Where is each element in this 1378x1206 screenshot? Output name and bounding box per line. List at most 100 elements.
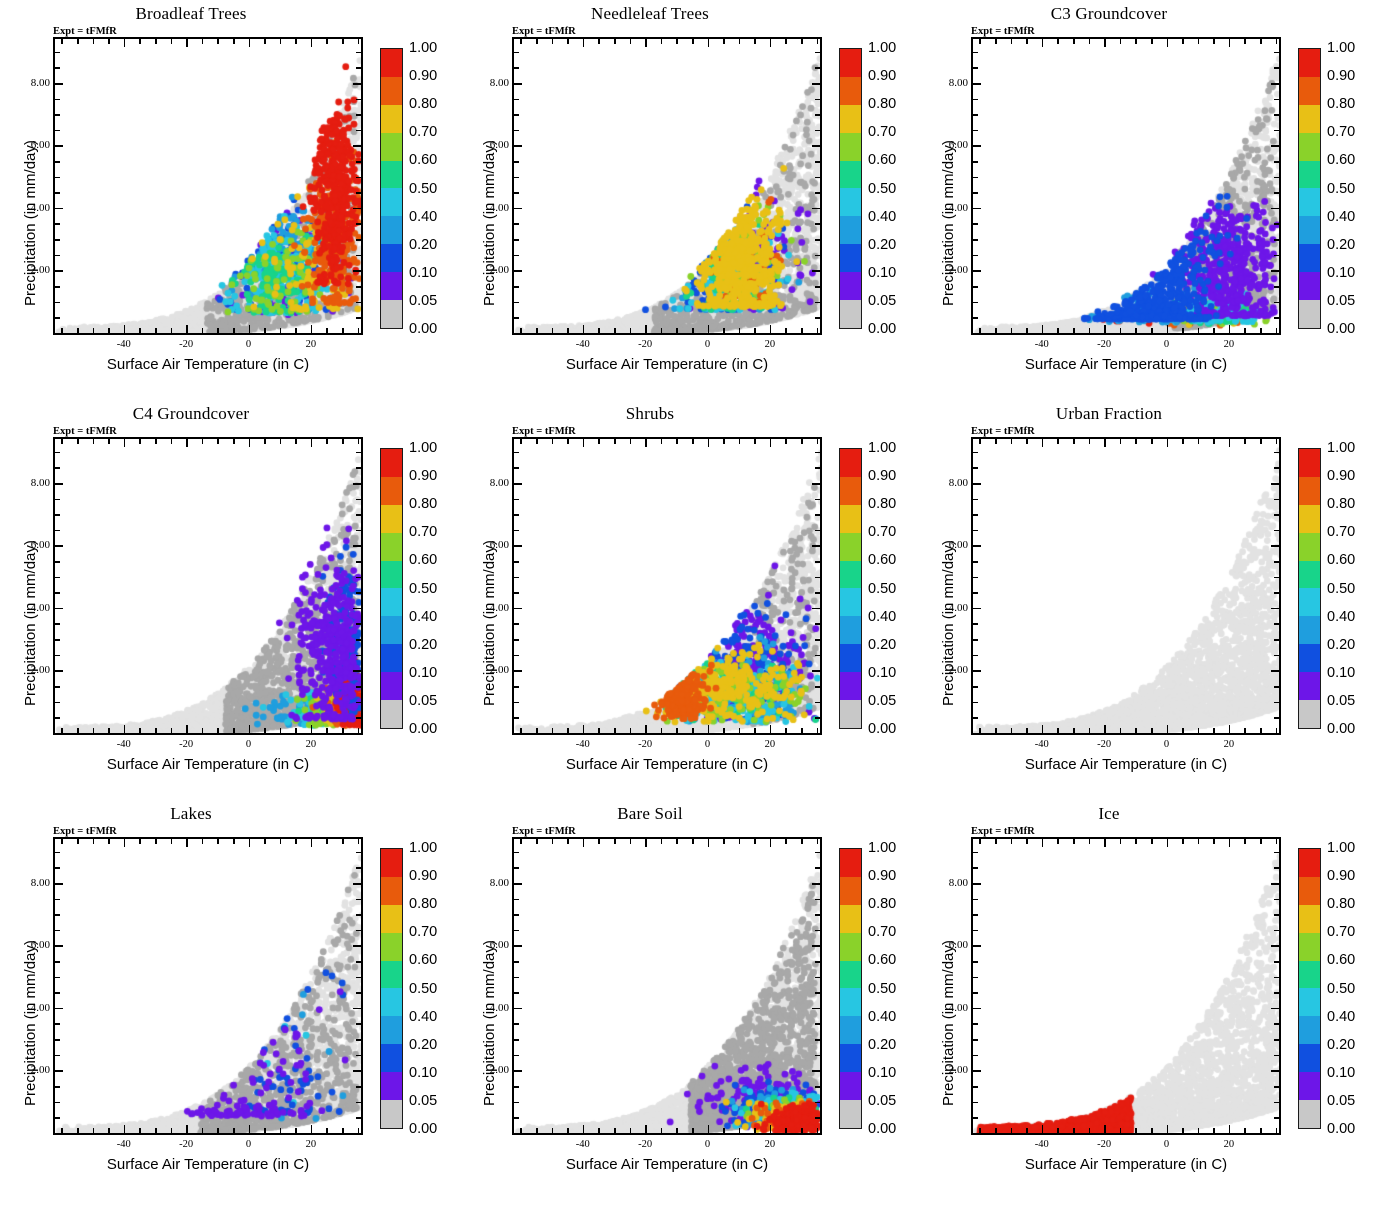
x-tick-label: 0 <box>704 739 711 750</box>
x-axis-label: Surface Air Temperature (in C) <box>565 356 769 373</box>
axis-tick-mark <box>1228 324 1231 333</box>
colorbar-tick-label: 0.05 <box>868 292 897 309</box>
axis-tick-mark <box>356 223 361 226</box>
axis-tick-mark <box>815 1117 820 1119</box>
axis-tick-mark <box>815 67 820 69</box>
colorbar <box>380 48 403 329</box>
plot-area <box>512 37 822 335</box>
axis-tick-mark <box>295 328 297 333</box>
colorbar-tick-label: 0.70 <box>1327 924 1356 941</box>
axis-tick-mark <box>801 439 803 444</box>
axis-tick-mark <box>707 39 710 48</box>
axis-tick-mark <box>1057 839 1059 844</box>
axis-tick-mark <box>514 1085 519 1088</box>
axis-tick-mark <box>995 39 997 44</box>
colorbar-tick-label: 0.40 <box>409 608 438 625</box>
axis-tick-mark <box>769 439 772 448</box>
axis-tick-mark <box>55 1054 60 1057</box>
y-tick-label: 2.00 <box>948 264 968 277</box>
y-tick-label: 4.00 <box>30 201 50 214</box>
colorbar-tick-label: 0.90 <box>409 468 438 485</box>
axis-tick-mark <box>61 39 64 44</box>
axis-tick-mark <box>514 192 519 194</box>
axis-tick-mark <box>1274 992 1279 994</box>
axis-tick-mark <box>815 592 820 594</box>
y-tick-label: 8.00 <box>948 476 968 489</box>
colorbar-tick-label: 0.60 <box>1327 552 1356 569</box>
axis-tick-mark <box>536 839 538 844</box>
axis-tick-mark <box>514 207 523 210</box>
colorbar <box>380 448 403 729</box>
axis-tick-mark <box>815 623 820 626</box>
x-tick-label: 0 <box>1163 1139 1170 1150</box>
axis-tick-mark <box>1274 467 1279 469</box>
panel-bare-soil: Bare Soil Expt = tFMfR Precipitation (in m… <box>465 804 924 1206</box>
axis-tick-mark <box>1260 439 1262 444</box>
colorbar-tick-label: 0.40 <box>1327 208 1356 225</box>
axis-tick-mark <box>108 839 110 844</box>
colorbar-tick-label: 0.90 <box>868 468 897 485</box>
x-tick-label: -40 <box>1034 1139 1049 1150</box>
axis-tick-mark <box>356 898 361 901</box>
axis-tick-mark <box>356 51 361 54</box>
axis-tick-mark <box>61 728 64 733</box>
axis-tick-mark <box>1274 317 1279 319</box>
panel-title: Lakes <box>170 804 212 823</box>
axis-tick-mark <box>232 328 235 333</box>
axis-tick-mark <box>973 882 982 885</box>
axis-tick-mark <box>1041 39 1044 48</box>
axis-tick-mark <box>1274 851 1279 854</box>
colorbar-band <box>1299 76 1320 105</box>
axis-tick-mark <box>536 328 538 333</box>
axis-tick-mark <box>514 145 523 147</box>
panel-title: Shrubs <box>625 404 675 423</box>
colorbar-tick-label: 0.90 <box>409 868 438 885</box>
axis-tick-mark <box>815 254 820 257</box>
colorbar-band <box>840 988 861 1017</box>
axis-tick-mark <box>514 1054 519 1057</box>
axis-tick-mark <box>1275 1128 1278 1133</box>
y-tick-label: 6.00 <box>30 539 50 552</box>
axis-tick-mark <box>326 839 329 844</box>
axis-tick-mark <box>979 728 982 733</box>
axis-tick-mark <box>815 176 820 179</box>
colorbar-tick-label: 0.50 <box>1327 580 1356 597</box>
axis-tick-mark <box>123 324 126 333</box>
colorbar-band <box>1299 644 1320 673</box>
x-tick-label: -40 <box>575 739 590 750</box>
colorbar-band <box>840 449 861 477</box>
axis-tick-mark <box>1274 914 1279 916</box>
axis-tick-mark <box>1182 839 1184 844</box>
colorbar-tick-label: 0.70 <box>868 524 897 541</box>
axis-tick-mark <box>816 439 819 444</box>
axis-tick-mark <box>973 176 978 179</box>
axis-tick-mark <box>979 439 982 444</box>
axis-tick-mark <box>55 685 60 688</box>
axis-tick-mark <box>551 39 554 44</box>
axis-tick-mark <box>973 639 978 641</box>
axis-tick-mark <box>201 439 204 444</box>
y-tick-labels: 2.00 4.00 6.00 8.00 <box>465 37 509 335</box>
axis-tick-mark <box>1274 961 1279 963</box>
axis-tick-mark <box>77 728 79 733</box>
axis-tick-mark <box>356 576 361 579</box>
axis-tick-mark <box>352 145 361 147</box>
axis-tick-mark <box>1119 1128 1122 1133</box>
axis-tick-mark <box>356 285 361 288</box>
colorbar-tick-label: 0.40 <box>868 208 897 225</box>
axis-tick-mark <box>629 1128 632 1133</box>
axis-tick-mark <box>1228 439 1231 448</box>
colorbar-band <box>1299 272 1320 301</box>
colorbar-band <box>381 1100 402 1128</box>
x-axis-label: Surface Air Temperature (in C) <box>106 756 310 773</box>
axis-tick-mark <box>598 839 600 844</box>
colorbar-tick-label: 0.90 <box>409 68 438 85</box>
axis-tick-mark <box>1041 839 1044 848</box>
axis-tick-mark <box>154 1128 157 1133</box>
axis-tick-mark <box>582 839 585 848</box>
axis-tick-mark <box>1275 328 1278 333</box>
axis-tick-mark <box>1135 439 1137 444</box>
axis-tick-mark <box>645 324 647 333</box>
y-tick-label: 8.00 <box>489 876 509 889</box>
axis-tick-mark <box>973 623 978 626</box>
